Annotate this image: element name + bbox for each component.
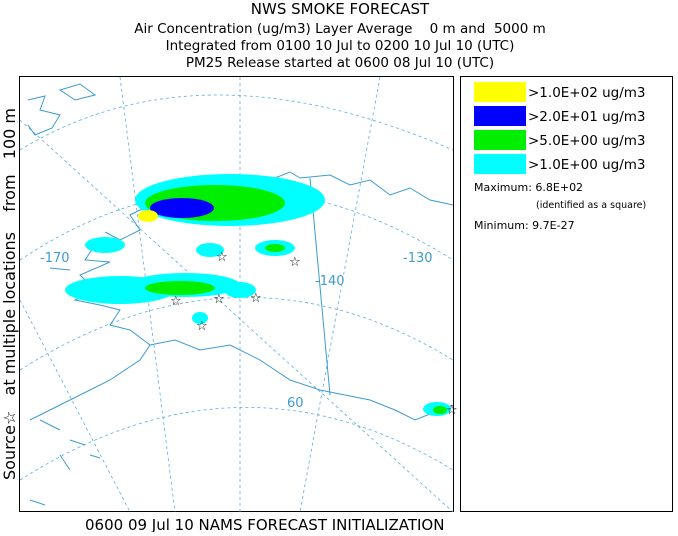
svg-text:☆: ☆	[196, 319, 208, 334]
map-label: -140	[315, 274, 345, 289]
subtitle: PM25 Release started at 0600 08 Jul 10 (…	[186, 55, 494, 71]
svg-text:☆: ☆	[289, 255, 301, 270]
sources: ☆ ☆ ☆ ☆ ☆ ☆ ☆	[170, 250, 458, 418]
footer: 0600 09 Jul 10 NAMS FORECAST INITIALIZAT…	[85, 516, 444, 532]
legend-swatch	[474, 82, 526, 102]
maximum-note: (identified as a square)	[536, 200, 646, 211]
legend: >1.0E+02 ug/m3 >2.0E+01 ug/m3 >5.0E+00 ug/…	[474, 82, 646, 174]
border	[309, 177, 331, 396]
legend-swatch	[474, 106, 526, 126]
smoke	[65, 174, 451, 416]
svg-text:☆: ☆	[446, 403, 458, 418]
map-label: 60	[287, 396, 304, 411]
legend-swatch	[474, 130, 526, 150]
svg-text:☆: ☆	[250, 291, 262, 306]
svg-text:☆: ☆	[213, 292, 225, 307]
maximum: Maximum: 6.8E+02	[474, 181, 583, 194]
islands	[29, 231, 121, 506]
title: NWS SMOKE FORECAST	[251, 0, 430, 18]
legend-label: >2.0E+01 ug/m3	[528, 109, 646, 125]
map-label: -170	[40, 251, 70, 266]
minimum: Minimum: 9.7E-27	[474, 219, 575, 232]
legend-label: >1.0E+02 ug/m3	[528, 85, 646, 101]
coastline	[27, 83, 97, 136]
legend-label: >5.0E+00 ug/m3	[528, 133, 646, 149]
map: ☆ ☆ ☆ ☆ ☆ ☆ ☆ -170 -140 -130 60	[19, 76, 458, 513]
subtitle: Integrated from 0100 10 Jul to 0200 10 J…	[166, 38, 515, 54]
svg-text:☆: ☆	[170, 294, 182, 309]
legend-swatch	[474, 154, 526, 174]
legend-label: >1.0E+00 ug/m3	[528, 157, 646, 173]
map-label: -130	[403, 251, 433, 266]
side-label: Source☆ at multiple locations from 100 m	[0, 108, 19, 480]
subtitle: Air Concentration (ug/m3) Layer Average …	[134, 21, 546, 37]
svg-text:☆: ☆	[216, 250, 228, 265]
